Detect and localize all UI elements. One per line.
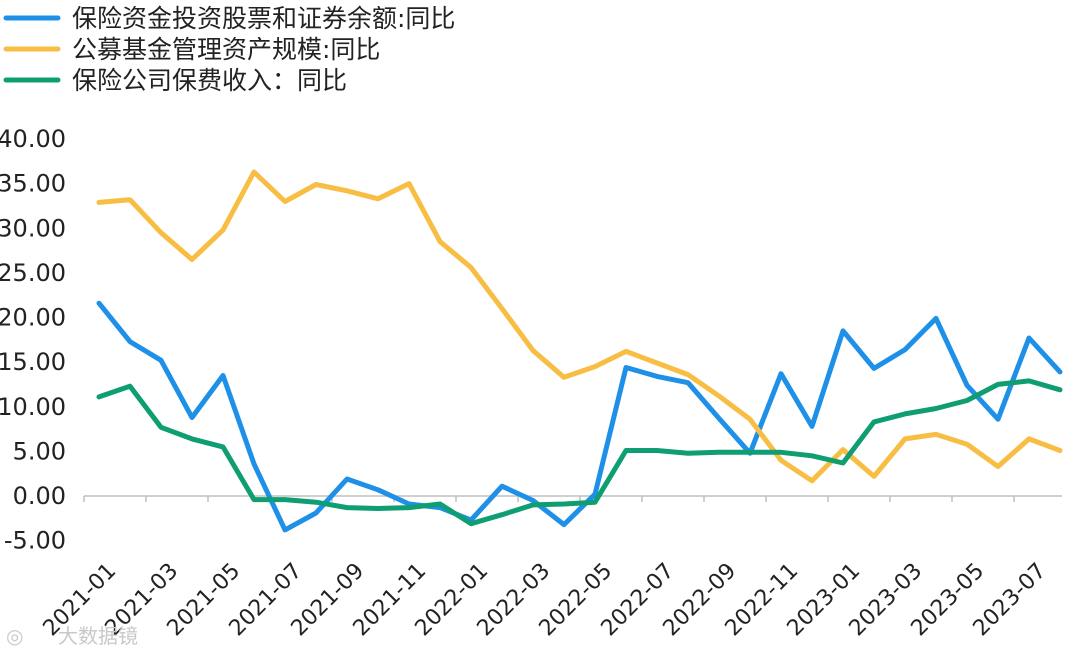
series-line-1 xyxy=(96,300,1063,533)
y-tick-label: 5.00 xyxy=(13,437,66,465)
legend-label-2: 公募基金管理资产规模:同比 xyxy=(72,35,380,64)
legend-label-1: 保险资金投资股票和证券余额:同比 xyxy=(72,4,455,33)
watermark: ◎ 大数据镜 xyxy=(6,624,138,648)
y-tick-label: 30.00 xyxy=(0,214,66,242)
series-line-2 xyxy=(96,169,1063,484)
y-tick-label: 15.00 xyxy=(0,348,66,376)
y-axis: 40.00 35.00 30.00 25.00 20.00 15.00 10.00 5.00 0… xyxy=(0,125,66,555)
y-tick-label: 25.00 xyxy=(0,259,66,287)
plot-area xyxy=(96,169,1063,533)
watermark-text: 大数据镜 xyxy=(58,624,138,648)
y-tick-label: -5.00 xyxy=(4,527,66,555)
legend-label-3: 保险公司保费收入：同比 xyxy=(72,66,347,95)
x-axis: 2021-012021-032021-052021-072021-092021-… xyxy=(39,495,1062,641)
y-tick-label: 35.00 xyxy=(0,170,66,198)
y-tick-label: 0.00 xyxy=(13,482,66,510)
y-tick-label: 10.00 xyxy=(0,393,66,421)
series-line-3 xyxy=(96,378,1063,527)
y-tick-label: 20.00 xyxy=(0,304,66,332)
watermark-logo-mark: ◎ xyxy=(6,624,23,648)
y-tick-label: 40.00 xyxy=(0,125,66,153)
